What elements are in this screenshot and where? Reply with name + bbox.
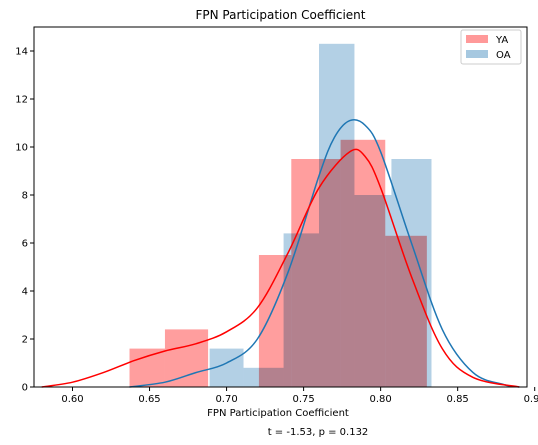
kde-line-ya	[41, 148, 520, 388]
legend: YA OA	[460, 29, 522, 65]
y-tick-label: 12	[15, 95, 28, 106]
bar-oa-2	[283, 233, 320, 387]
y-tick-label: 8	[22, 191, 28, 202]
bar-oa-5	[391, 159, 432, 387]
kde-line-oa	[129, 119, 520, 388]
y-tick-label: 2	[22, 335, 28, 346]
bar-oa-1	[243, 367, 284, 387]
legend-label-ya: YA	[495, 35, 508, 46]
y-tick-label: 10	[15, 143, 28, 154]
legend-swatch-ya	[466, 35, 488, 43]
x-tick-label: 0.70	[215, 394, 237, 405]
x-tick-label: 0.75	[292, 394, 314, 405]
y-tick-label: 0	[22, 383, 28, 394]
y-tick-label: 6	[22, 239, 28, 250]
x-tick-label: 0.80	[370, 394, 392, 405]
bar-ya-0	[129, 348, 165, 387]
x-axis-label: FPN Participation Coefficient	[207, 408, 349, 419]
y-tick-label: 14	[15, 47, 28, 58]
legend-swatch-oa	[466, 50, 488, 58]
kde-curves	[41, 119, 520, 388]
bar-ya-1	[164, 329, 209, 387]
x-tick-label: 0.60	[61, 394, 83, 405]
y-axis-ticks: 0 2 4 6 8 10 12 14	[15, 47, 34, 394]
x-tick-label: 0.85	[447, 394, 469, 405]
x-tick-label: 0.90	[524, 394, 538, 405]
bar-oa-3	[319, 43, 355, 388]
bar-oa-4	[354, 195, 392, 387]
legend-label-oa: OA	[496, 50, 511, 61]
x-axis-ticks: 0.60 0.65 0.70 0.75 0.80 0.85 0.90	[61, 387, 538, 405]
stats-annotation: t = -1.53, p = 0.132	[268, 427, 369, 438]
x-tick-label: 0.65	[138, 394, 160, 405]
plot-frame	[33, 26, 528, 388]
y-tick-label: 4	[22, 287, 28, 298]
chart-title: FPN Participation Coefficient	[196, 8, 366, 22]
